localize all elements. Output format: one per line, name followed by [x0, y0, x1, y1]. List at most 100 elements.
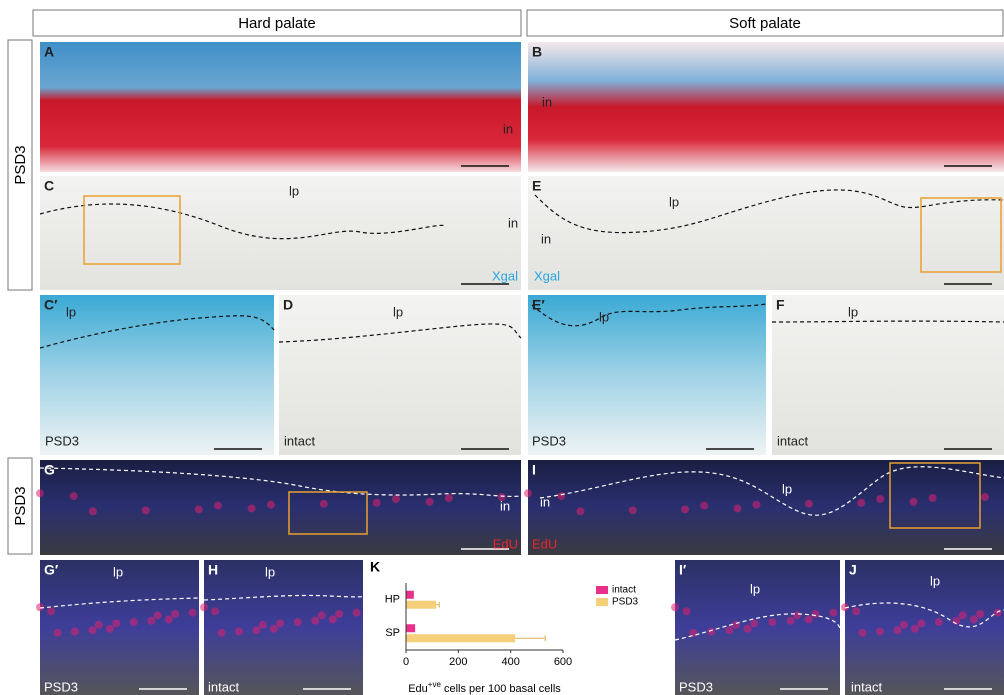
- cell-signal: [217, 629, 225, 637]
- cell-signal: [147, 617, 155, 625]
- cell-signal: [252, 626, 260, 634]
- cell-signal: [910, 498, 918, 506]
- cell-signal: [335, 610, 343, 618]
- cell-signal: [392, 495, 400, 503]
- cell-signal: [576, 507, 584, 515]
- panel-label: lp: [66, 304, 76, 319]
- cell-signal: [189, 609, 197, 617]
- bar: [406, 601, 436, 609]
- panel-label: EdU: [532, 536, 557, 551]
- panel-label: intact: [284, 433, 315, 448]
- cell-signal: [768, 618, 776, 626]
- cell-signal: [732, 621, 740, 629]
- cell-signal: [900, 621, 908, 629]
- bar: [406, 634, 515, 642]
- panel-label: lp: [848, 304, 858, 319]
- panel-letter: G′: [44, 562, 59, 578]
- panel-letter: D: [283, 297, 293, 313]
- cell-signal: [445, 494, 453, 502]
- cell-signal: [311, 617, 319, 625]
- header: Soft palate: [729, 15, 801, 32]
- cell-signal: [858, 629, 866, 637]
- cell-signal: [53, 629, 61, 637]
- panel-label: in: [541, 231, 551, 246]
- panel-label: lp: [930, 573, 940, 588]
- micrograph: [528, 176, 1004, 290]
- panel-letter: G: [44, 462, 55, 478]
- micrograph: [528, 42, 1004, 172]
- panel-label: lp: [750, 581, 760, 596]
- panel-label: lp: [393, 304, 403, 319]
- x-axis-label-part: cells per 100 basal cells: [441, 683, 561, 695]
- cell-signal: [629, 506, 637, 514]
- cell-signal: [793, 611, 801, 619]
- cell-signal: [750, 619, 758, 627]
- cell-signal: [805, 500, 813, 508]
- micrograph: [675, 560, 840, 695]
- header: Hard palate: [238, 15, 316, 32]
- panel-label: lp: [782, 481, 792, 496]
- cell-signal: [142, 506, 150, 514]
- cell-signal: [733, 504, 741, 512]
- cell-signal: [426, 498, 434, 506]
- cell-signal: [857, 499, 865, 507]
- legend-swatch: [596, 586, 608, 594]
- cell-signal: [294, 618, 302, 626]
- micrograph: [845, 560, 1004, 695]
- cell-signal: [214, 502, 222, 510]
- y-tick-label: SP: [385, 627, 400, 639]
- legend-swatch: [596, 598, 608, 606]
- cell-signal: [171, 610, 179, 618]
- cell-signal: [683, 607, 691, 615]
- panel-label: lp: [669, 194, 679, 209]
- cell-signal: [752, 501, 760, 509]
- cell-signal: [744, 625, 752, 633]
- panel-label: PSD3: [679, 679, 713, 694]
- panel-letter: K: [370, 559, 380, 575]
- micrograph: [772, 295, 1004, 455]
- cell-signal: [935, 618, 943, 626]
- panel-label: EdU: [493, 536, 518, 551]
- cell-signal: [88, 626, 96, 634]
- panel-label: PSD3: [44, 679, 78, 694]
- cell-signal: [270, 625, 278, 633]
- cell-signal: [557, 492, 565, 500]
- y-tick-label: HP: [385, 594, 400, 606]
- cell-signal: [235, 628, 243, 636]
- panel-label: PSD3: [532, 433, 566, 448]
- panel-label: in: [542, 94, 552, 109]
- cell-signal: [981, 493, 989, 501]
- x-tick-label: 600: [554, 656, 572, 668]
- cell-signal: [876, 628, 884, 636]
- cell-signal: [211, 607, 219, 615]
- panel-letter: C: [44, 178, 54, 194]
- panel-label: Xgal: [492, 268, 518, 283]
- cell-signal: [976, 610, 984, 618]
- cell-signal: [154, 611, 162, 619]
- cell-signal: [47, 607, 55, 615]
- cell-signal: [876, 495, 884, 503]
- panel-letter: F: [776, 297, 785, 313]
- row-label: PSD3: [12, 486, 29, 525]
- cell-signal: [994, 609, 1002, 617]
- row-label: PSD3: [12, 145, 29, 184]
- cell-signal: [318, 611, 326, 619]
- micrograph: [40, 176, 521, 290]
- x-tick-label: 400: [501, 656, 519, 668]
- cell-signal: [165, 615, 173, 623]
- cell-signal: [95, 621, 103, 629]
- micrograph: [40, 560, 199, 695]
- panel-letter: A: [44, 44, 54, 60]
- panel-label: PSD3: [45, 433, 79, 448]
- panel-label: intact: [777, 433, 808, 448]
- cell-signal: [353, 609, 361, 617]
- cell-signal: [707, 628, 715, 636]
- cell-signal: [524, 489, 532, 497]
- x-axis-label-part: Edu: [408, 683, 428, 695]
- error-bar: [436, 602, 439, 608]
- panel-label: lp: [599, 309, 609, 324]
- cell-signal: [911, 625, 919, 633]
- panel-letter: E′: [532, 297, 545, 313]
- micrograph: [204, 560, 363, 695]
- cell-signal: [71, 628, 79, 636]
